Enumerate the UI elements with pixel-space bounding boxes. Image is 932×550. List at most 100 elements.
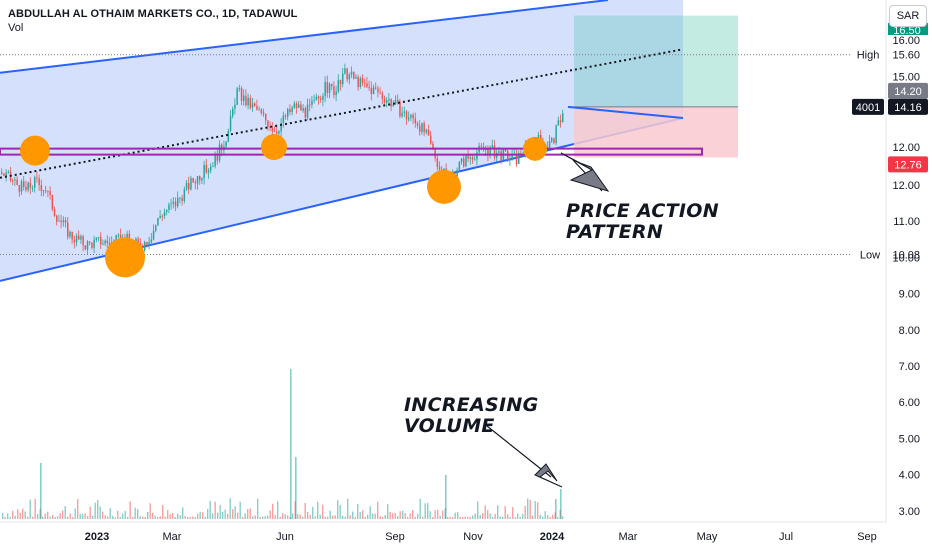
volume-bar (127, 516, 129, 519)
candle-body (344, 68, 346, 74)
candle-body (60, 220, 62, 223)
volume-bar (132, 516, 134, 519)
volume-bar (445, 475, 447, 519)
candle-body (388, 99, 390, 101)
candle-body (49, 191, 51, 195)
candle-body (489, 147, 491, 156)
price-tick-label: 8.00 (899, 325, 920, 337)
volume-bar (317, 501, 319, 519)
volume-bar (192, 516, 194, 519)
volume-bar (242, 516, 244, 519)
volume-bar (157, 516, 159, 519)
volume-bar (374, 513, 376, 519)
volume-bar (212, 513, 214, 519)
price-tick-label: 15.00 (892, 71, 920, 83)
volume-bar (359, 512, 361, 519)
candle-body (29, 182, 32, 188)
candle-body (80, 236, 82, 240)
candle-body (152, 230, 155, 240)
candle-body (47, 190, 49, 192)
candle-body (553, 138, 555, 144)
price-tick-label: 5.00 (899, 433, 920, 445)
candle-body (427, 129, 430, 136)
candle-body (40, 185, 43, 191)
stop-price-tag: 12.76 (894, 159, 922, 171)
candle-body (199, 176, 201, 181)
candle-body (221, 144, 223, 151)
candle-body (469, 157, 472, 159)
price-tick-label: 6.00 (899, 397, 920, 409)
volume-bar (397, 516, 399, 519)
candle-body (493, 145, 496, 158)
candle-body (262, 112, 265, 114)
volume-bar (367, 514, 369, 519)
candle-body (45, 190, 47, 192)
candle-body (436, 158, 439, 167)
volume-bar (32, 516, 34, 519)
volume-bar (217, 512, 219, 519)
volume-bar (219, 505, 221, 519)
candle-body (293, 103, 296, 108)
candle-body (419, 125, 421, 132)
candle-body (51, 194, 54, 210)
volume-bar (34, 498, 36, 519)
volume-bar (187, 516, 189, 519)
candle-body (355, 76, 357, 79)
volume-bar (52, 514, 54, 519)
candle-body (386, 100, 388, 103)
candle-body (430, 135, 432, 144)
time-tick-label: 2024 (540, 531, 565, 543)
candle-body (333, 86, 335, 96)
volume-bar (162, 505, 164, 519)
candle-body (234, 104, 236, 109)
candle-body (432, 143, 434, 149)
volume-bar (307, 511, 309, 519)
candle-body (383, 98, 386, 103)
high-label: High (857, 50, 880, 62)
candle-body (166, 209, 168, 212)
candle-body (326, 81, 329, 93)
candle-body (260, 109, 263, 113)
volume-bar (302, 516, 304, 519)
volume-bar (432, 516, 434, 519)
volume-bar (259, 516, 261, 519)
volume-bar (349, 515, 351, 519)
candle-body (227, 130, 230, 142)
volume-bar (62, 510, 64, 519)
candle-body (342, 73, 344, 85)
time-tick-label: Jul (779, 531, 793, 543)
candle-body (251, 103, 254, 108)
volume-bar (487, 510, 489, 519)
candle-body (159, 215, 161, 219)
volume-bar (560, 489, 562, 519)
volume-bar (389, 511, 391, 519)
volume-bar (227, 513, 229, 519)
price-action-annotation: PRICE ACTION PATTERN (566, 201, 719, 243)
volume-bar (282, 512, 284, 519)
currency-button[interactable]: SAR (889, 5, 927, 27)
volume-bar (269, 510, 271, 519)
candle-body (196, 176, 199, 184)
candle-body (64, 220, 67, 223)
candle-body (412, 114, 414, 119)
candle-body (379, 92, 381, 94)
volume-label[interactable]: Vol (8, 22, 24, 34)
price-tick-label: 7.00 (899, 361, 920, 373)
candle-body (399, 101, 401, 117)
volume-bar (44, 513, 46, 519)
candle-body (89, 241, 91, 243)
chart-header: ABDULLAH AL OTHAIM MARKETS CO., 1D, TADA… (8, 8, 297, 34)
volume-bar (182, 507, 184, 519)
candle-body (271, 128, 274, 132)
pivot-circle (261, 134, 287, 161)
volume-bar (169, 514, 171, 519)
target-price-tag-bg (888, 82, 928, 99)
volume-bar (434, 510, 436, 519)
symbol-title[interactable]: ABDULLAH AL OTHAIM MARKETS CO., 1D, TADA… (8, 8, 298, 20)
candle-body (104, 240, 106, 244)
volume-bar (79, 513, 81, 519)
volume-bar (287, 515, 289, 519)
pivot-circle (523, 136, 547, 161)
volume-bar (102, 511, 104, 519)
